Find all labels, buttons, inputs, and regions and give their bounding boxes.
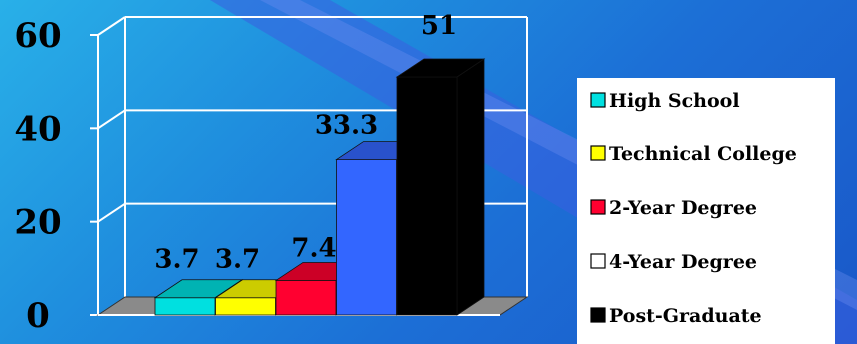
legend-item: Post-Graduate — [590, 305, 762, 327]
bar — [395, 58, 486, 316]
data-label: 3.7 — [154, 245, 199, 275]
gridline-side — [97, 109, 126, 130]
gridline-side — [97, 16, 126, 36]
legend-item: 4-Year Degree — [590, 251, 757, 273]
legend-items: High School Technical College 2-Year Degre… — [590, 90, 797, 327]
bar-front — [336, 159, 397, 316]
y-axis-ticks: 0 20 40 60 — [14, 16, 61, 336]
legend: High School Technical College 2-Year Degre… — [577, 78, 835, 344]
data-label: 51 — [421, 11, 457, 41]
y-tick-label: 60 — [14, 16, 61, 56]
y-tick-label: 0 — [26, 296, 50, 336]
legend-label: High School — [609, 90, 740, 112]
data-label: 3.7 — [215, 245, 260, 275]
gridline-side — [97, 202, 126, 223]
legend-swatch — [590, 92, 606, 108]
bar-top — [395, 58, 486, 78]
bar-front — [275, 280, 337, 316]
legend-box — [577, 78, 835, 344]
bar-side — [456, 58, 485, 316]
data-labels: 3.7 3.7 7.4 33.3 51 — [154, 11, 457, 275]
legend-item: Technical College — [590, 143, 797, 165]
grid — [90, 16, 528, 316]
bar-front — [396, 76, 458, 316]
legend-item: High School — [590, 90, 740, 112]
legend-item: 2-Year Degree — [590, 197, 757, 219]
bar-front — [154, 297, 216, 316]
data-label: 7.4 — [291, 233, 336, 263]
bars — [153, 58, 486, 316]
legend-swatch — [590, 253, 606, 269]
legend-label: 2-Year Degree — [609, 197, 757, 219]
y-tick-label: 40 — [14, 109, 61, 149]
legend-label: 4-Year Degree — [609, 251, 757, 273]
legend-swatch — [590, 307, 606, 323]
legend-label: Post-Graduate — [609, 305, 762, 327]
legend-swatch — [590, 145, 606, 161]
data-label: 33.3 — [315, 111, 378, 141]
legend-swatch — [590, 199, 606, 215]
bar-front — [215, 297, 276, 316]
legend-label: Technical College — [609, 143, 797, 165]
y-tick-label: 20 — [14, 203, 61, 243]
bar — [153, 278, 244, 316]
